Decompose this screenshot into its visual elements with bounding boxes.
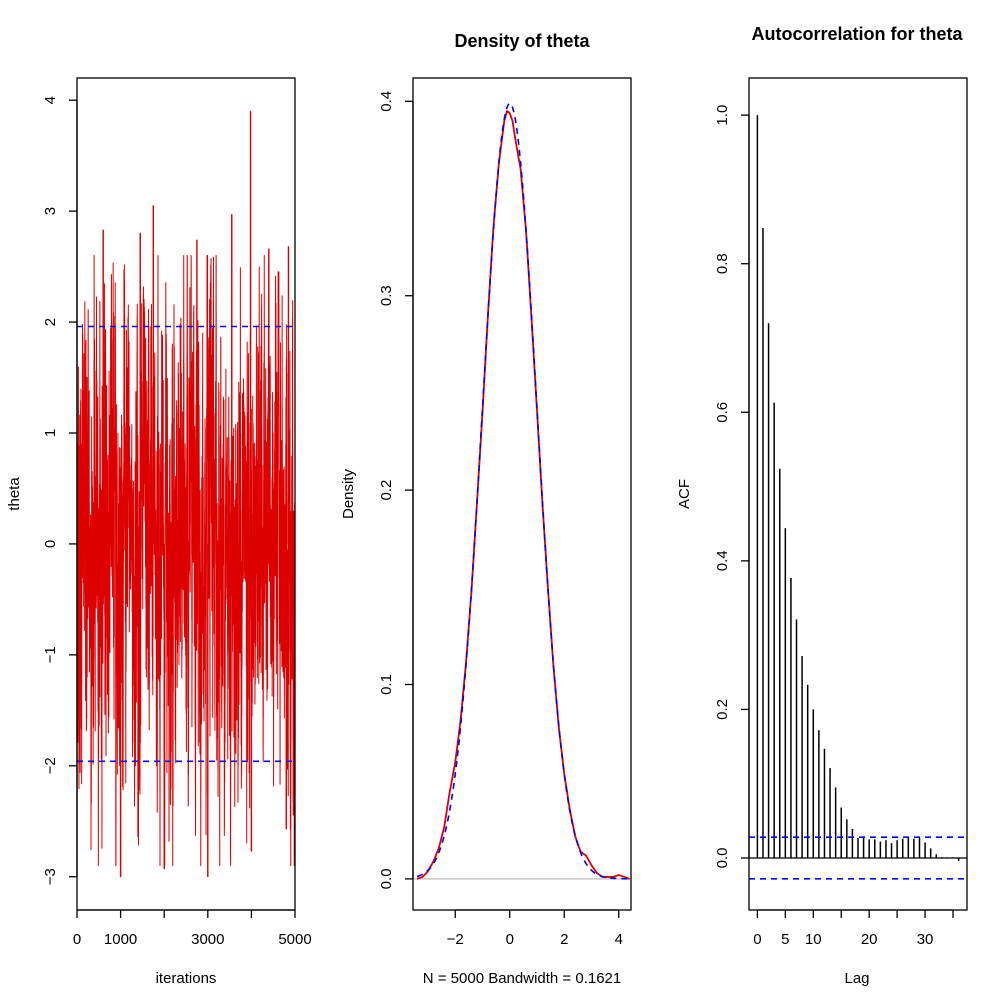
density-title: Density of theta	[454, 31, 590, 51]
acf-x-tick-label: 5	[781, 931, 789, 948]
acf-plot-area	[749, 115, 967, 880]
trace-x-tick-label: 5000	[278, 931, 311, 948]
acf-y-tick-label: 0.4	[714, 550, 731, 571]
trace-x-tick-label: 1000	[104, 931, 137, 948]
acf-title: Autocorrelation for theta	[751, 24, 963, 44]
acf-axes: 0 5 10 20 30 0.0 0.2 0.4 0.6 0.8 1.0	[714, 105, 954, 948]
acf-panel: Autocorrelation for theta 0 5 10 20 30 0.0 0.2…	[676, 24, 968, 987]
trace-y-tick-label: 3	[42, 207, 59, 215]
acf-y-tick-label: 0.2	[714, 699, 731, 720]
density-x-tick-label: −2	[447, 931, 464, 948]
acf-y-axis-label: ACF	[676, 479, 693, 509]
trace-y-tick-label: −2	[42, 757, 59, 774]
trace-y-tick-label: −1	[42, 646, 59, 663]
density-kernel-curve	[416, 110, 630, 880]
density-x-axis-label: N = 5000 Bandwidth = 0.1621	[423, 970, 622, 987]
density-x-tick-label: 2	[560, 931, 568, 948]
trace-y-tick-label: 2	[42, 318, 59, 326]
trace-y-tick-label: 1	[42, 429, 59, 437]
trace-y-tick-label: 4	[42, 96, 59, 104]
trace-y-tick-label: 0	[42, 540, 59, 548]
acf-y-tick-label: 0.0	[714, 848, 731, 869]
density-x-tick-label: 0	[506, 931, 514, 948]
trace-plot-area	[76, 110, 296, 878]
density-axes: −2 0 2 4 0.0 0.1 0.2 0.3 0.4	[378, 91, 623, 948]
acf-frame	[748, 77, 968, 911]
density-y-tick-label: 0.3	[378, 285, 395, 306]
density-y-tick-label: 0.4	[378, 91, 395, 112]
acf-x-tick-label: 10	[805, 931, 822, 948]
density-y-tick-label: 0.0	[378, 868, 395, 889]
trace-panel: 0 1000 3000 5000 −3 −2 −1 0 1 2 3 4 iterations thet…	[6, 77, 312, 987]
density-y-tick-label: 0.1	[378, 674, 395, 695]
acf-y-tick-label: 0.6	[714, 402, 731, 423]
acf-y-tick-label: 0.8	[714, 253, 731, 274]
density-panel: Density of theta −2 0 2 4 0.0 0.1 0.2 0.3 0.4 N …	[340, 31, 632, 987]
acf-x-tick-label: 0	[753, 931, 761, 948]
trace-x-axis-label: iterations	[156, 970, 217, 987]
trace-x-tick-label: 0	[73, 931, 81, 948]
acf-y-tick-label: 1.0	[714, 105, 731, 126]
acf-x-axis-label: Lag	[844, 970, 869, 987]
acf-x-tick-label: 30	[917, 931, 934, 948]
density-frame	[412, 77, 632, 911]
acf-x-tick-label: 20	[861, 931, 878, 948]
trace-y-axis-label: theta	[6, 477, 23, 511]
trace-axes: 0 1000 3000 5000 −3 −2 −1 0 1 2 3 4	[42, 96, 312, 948]
trace-line	[76, 110, 296, 878]
density-y-axis-label: Density	[340, 468, 357, 519]
density-y-tick-label: 0.2	[378, 480, 395, 501]
trace-x-tick-label: 3000	[191, 931, 224, 948]
density-x-tick-label: 4	[615, 931, 623, 948]
trace-y-tick-label: −3	[42, 868, 59, 885]
density-plot-area	[413, 102, 631, 880]
density-normal-reference-curve	[416, 102, 630, 880]
